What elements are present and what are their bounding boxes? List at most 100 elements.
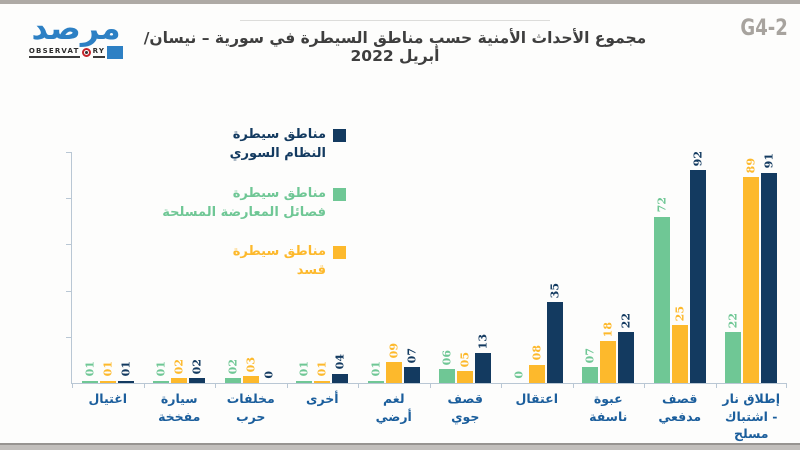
bar-value-label: 07 [583,347,597,363]
bar-value-label: 02 [226,359,240,375]
bar-opposition: 01 [81,361,98,383]
legend-item-regime: مناطق سيطرة النظام السوري [150,126,346,164]
x-axis-separator [644,383,645,388]
category-label: عبوة ناسفة [589,391,628,424]
bar-value-label: 07 [405,347,419,363]
bar-value-label: 06 [440,349,454,366]
page-title: مجموع الأحداث الأمنية حسب مناطق السيطرة … [143,29,647,65]
bar-sdf: 02 [171,359,188,383]
bar-regime: 92 [689,151,706,383]
category-label: قصف جوي [447,391,483,424]
bar-sdf: 09 [385,343,402,383]
bar-group: 01 01 04 [287,152,359,383]
bar-sdf: 01 [314,361,331,383]
category-label: اغتيال [88,391,128,406]
bar-group: 22 89 91 [716,152,788,383]
y-axis-tick [66,152,71,153]
logo-latin-text-left: OBSERVAT [28,47,80,58]
x-axis-separator [572,383,574,388]
bar-value-label: 91 [762,153,776,169]
bar-value-label: 0 [512,371,526,379]
bar-value-label: 02 [190,359,204,375]
bar-value-label: 13 [476,333,490,349]
legend-label-regime: مناطق سيطرة النظام السوري [229,127,326,161]
bar-value-label: 08 [530,345,544,361]
y-axis-tick [66,198,71,200]
category-label: إطلاق نار - اشتباك مسلح [722,391,781,441]
logo-latin-text-right: RY [92,47,106,58]
legend-item-opposition: مناطق سيطرة فصائل المعارضة المسلحة [150,185,346,223]
bar-regime: 01 [117,361,134,383]
x-axis-separator [286,383,288,388]
bar-opposition: 22 [725,313,742,383]
bar-sdf: 03 [242,357,259,383]
bar-opposition: 01 [367,361,384,383]
legend-swatch-opposition [333,187,346,201]
bar-value-label: 92 [691,151,705,167]
bar-value-label: 01 [369,361,383,377]
bar-value-label: 0 [262,371,276,379]
bar-value-label: 01 [101,361,115,377]
bar-group: 01 02 02 [144,152,216,383]
x-axis-separator [358,383,359,388]
target-icon [81,48,91,57]
legend-swatch-regime [333,129,346,142]
logo-blue-badge [107,46,124,59]
bar-regime: 07 [403,348,420,383]
x-axis-separator [72,383,73,388]
y-axis-tick [66,244,71,246]
x-axis-separator [215,383,216,388]
top-strip [0,0,800,4]
bar-sdf: 18 [600,322,617,383]
bar-value-label: 35 [548,282,562,299]
legend-item-sdf: مناطق سيطرة قسد [150,243,346,281]
figure-code: G4-2 [740,16,788,41]
x-axis-separator [429,383,431,388]
bar-value-label: 01 [297,361,311,377]
bar-sdf: 08 [528,345,545,383]
bar-group: 07 18 22 [573,152,645,383]
logo-arabic-wordmark: مرصد [31,9,121,47]
bar-value-label: 72 [655,197,669,213]
observatory-logo: مرصد OBSERVAT RY [28,12,124,59]
bar-opposition: 06 [439,350,456,383]
category-label: مخلفات حرب [226,391,275,424]
category-label: سيارة مفخخة [158,391,201,424]
bar-sdf: 25 [671,306,688,383]
bar-value-label: 02 [172,359,186,375]
bar-value-label: 03 [244,356,258,373]
y-axis-tick [66,290,71,292]
bar-regime: 35 [546,283,563,383]
bar-value-label: 09 [387,342,401,359]
bar-chart: 01 01 01 01 02 02 02 03 0 01 01 04 01 09 07 06 05 13 0 08 35… [66,151,788,388]
bar-opposition: 01 [296,361,313,383]
bar-group: 72 25 92 [644,151,716,383]
chart-legend: مناطق سيطرة النظام السوري مناطق سيطرة فصا… [150,126,346,302]
bottom-strip [0,443,800,450]
bar-group: 06 05 13 [430,152,502,383]
x-axis [71,383,787,384]
bar-value-label: 18 [601,322,615,338]
bar-value-label: 01 [154,361,168,377]
bar-sdf: 05 [457,352,474,383]
x-axis-separator [501,383,502,388]
logo-latin-row: OBSERVAT RY [28,46,124,59]
bar-opposition: 01 [153,361,170,383]
bar-opposition: 72 [653,197,670,383]
bar-group: 01 09 07 [358,152,430,383]
bar-sdf: 89 [743,158,760,383]
bar-sdf: 01 [99,361,116,383]
bar-value-label: 22 [726,312,740,329]
bar-value-label: 01 [119,361,133,377]
category-label: قصف مدفعي [658,391,702,424]
bar-value-label: 22 [619,312,633,329]
category-label: اعتقال [515,391,558,406]
legend-label-opposition: مناطق سيطرة فصائل المعارضة المسلحة [162,185,326,220]
header: مجموع الأحداث الأمنية حسب مناطق السيطرة … [130,20,660,65]
bar-group: 01 01 01 [72,152,144,383]
y-axis-tick [66,336,71,338]
category-labels-row: اغتيال سيارة مفخخة مخلفات حرب أخرى لغم أرضي ق… [72,390,787,443]
category-label: أخرى [305,391,339,406]
bar-regime: 22 [618,313,635,383]
bar-value-label: 04 [333,354,347,370]
